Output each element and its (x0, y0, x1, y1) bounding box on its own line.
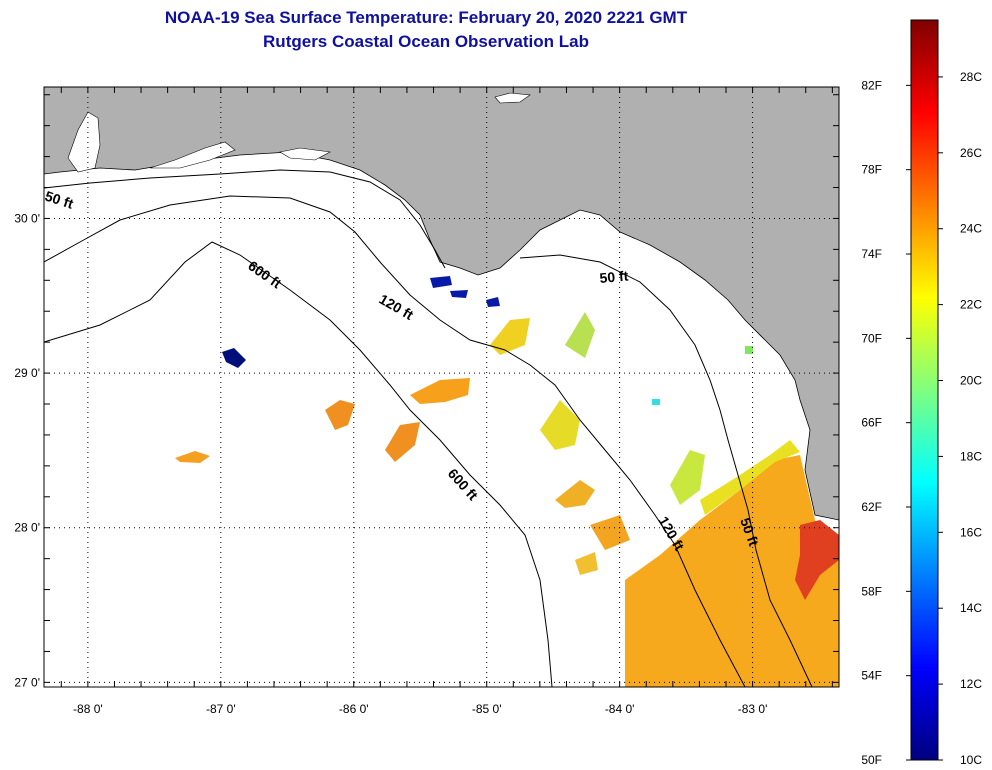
sst-cold-patch (430, 276, 452, 288)
sst-orange-patch (575, 552, 598, 575)
fahrenheit-label: 54F (861, 669, 882, 683)
sst-cyan-pixel (652, 399, 660, 405)
sst-yellow-patch (540, 400, 580, 450)
celsius-label: 16C (960, 525, 982, 539)
fahrenheit-label: 74F (861, 247, 882, 261)
bay-outline (279, 147, 331, 161)
contour-120ft (44, 195, 746, 687)
lat-tick-label: 29 0' (14, 366, 40, 380)
map-frame (43, 86, 840, 688)
colorbar-gradient (910, 19, 939, 761)
lon-tick-label: -83 0' (738, 702, 768, 716)
celsius-label: 26C (960, 146, 982, 160)
lat-tick-label: 30 0' (14, 211, 40, 225)
lon-tick-label: -86 0' (339, 702, 369, 716)
title-line-1: NOAA-19 Sea Surface Temperature: Februar… (164, 8, 688, 27)
fahrenheit-label: 82F (861, 78, 882, 92)
fahrenheit-label: 58F (861, 584, 882, 598)
sst-orange-patch (590, 515, 630, 550)
celsius-label: 18C (960, 449, 982, 463)
sst-orange-patch (385, 422, 420, 462)
lon-tick-label: -87 0' (206, 702, 236, 716)
sst-green-patch (670, 450, 705, 505)
fahrenheit-label: 70F (861, 331, 882, 345)
sst-green-patch (565, 312, 595, 358)
lat-tick-label: 28 0' (14, 521, 40, 535)
celsius-label: 10C (960, 753, 982, 767)
sst-yellow-band (700, 440, 800, 515)
celsius-label: 28C (960, 70, 982, 84)
fahrenheit-label: 66F (861, 416, 882, 430)
celsius-label: 20C (960, 374, 982, 388)
lat-tick-label: 27 0' (14, 675, 40, 689)
lon-tick-label: -84 0' (605, 702, 635, 716)
contour-50ft-east (519, 254, 813, 687)
sst-yellow-patch (490, 318, 530, 355)
lon-tick-label: -88 0' (73, 702, 103, 716)
celsius-label: 12C (960, 677, 982, 691)
sst-warm-region (625, 455, 839, 687)
fahrenheit-label: 78F (861, 163, 882, 177)
graticule (44, 87, 839, 687)
bay-outline (67, 111, 101, 173)
axis-ticks: 30 0' 29 0' 28 0' 27 0' -88 0' -87 0' -86 0' -8… (14, 87, 839, 716)
celsius-label: 14C (960, 601, 982, 615)
fahrenheit-label: 62F (861, 500, 882, 514)
title-line-2: Rutgers Coastal Ocean Observation Lab (263, 32, 589, 51)
sst-cold-patch (222, 348, 246, 368)
sst-orange-patch (325, 400, 355, 430)
sst-orange-patch (555, 480, 595, 508)
sst-cold-patch (486, 297, 500, 307)
sst-green-pixel (745, 346, 753, 354)
lon-tick-label: -85 0' (472, 702, 502, 716)
celsius-label: 24C (960, 222, 982, 236)
bay-outline (149, 141, 236, 169)
bay-outline (494, 92, 531, 104)
sst-orange-patch (175, 451, 210, 463)
sst-cold-patch (450, 290, 468, 298)
contour-600ft (44, 241, 553, 687)
fahrenheit-label: 50F (861, 753, 882, 767)
sst-orange-patch (410, 378, 470, 404)
sst-red-coastal (795, 520, 839, 600)
contour-50ft-west (44, 169, 446, 269)
celsius-label: 22C (960, 298, 982, 312)
contour-label: 50 ft (599, 268, 629, 286)
